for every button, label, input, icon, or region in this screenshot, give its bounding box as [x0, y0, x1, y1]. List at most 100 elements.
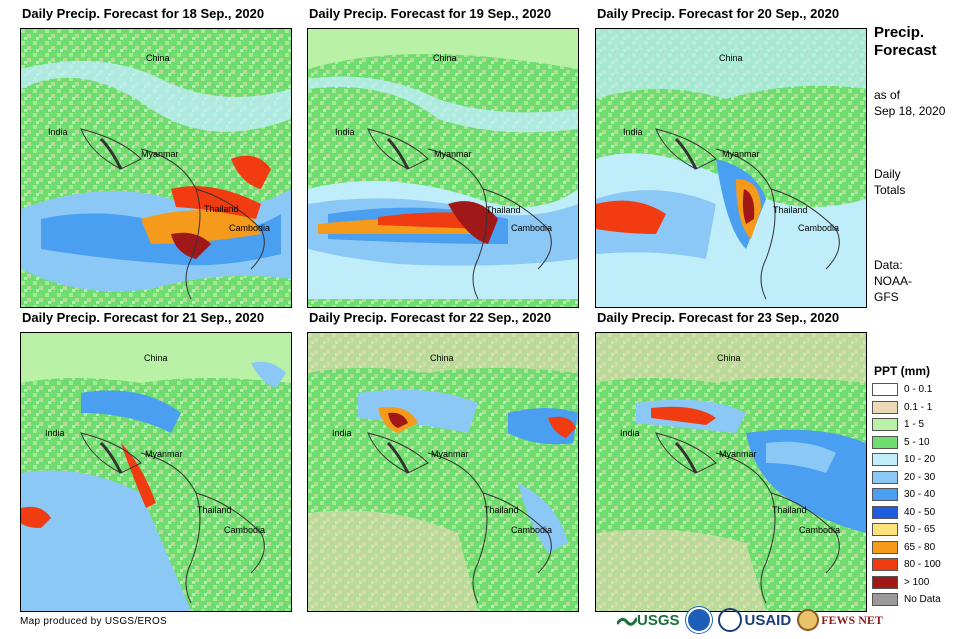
legend-swatch: [872, 400, 898, 414]
label-india: India: [620, 428, 640, 438]
panel-title: Daily Precip. Forecast for 21 Sep., 2020: [22, 310, 265, 325]
legend-label: 30 - 40: [904, 489, 936, 501]
label-china: China: [146, 53, 170, 63]
label-myanmar: Myanmar: [434, 149, 472, 159]
label-china: China: [717, 353, 741, 363]
precip-map: China India Myanmar Thailand Cambodia: [307, 28, 579, 308]
legend-title: PPT (mm): [874, 364, 931, 378]
legend-swatch: [872, 453, 898, 467]
legend-label: 0 - 0.1: [904, 384, 933, 396]
label-myanmar: Myanmar: [722, 149, 760, 159]
usaid-logo-text: USAID: [744, 611, 792, 629]
sidebar-asof: as of Sep 18, 2020: [874, 87, 945, 119]
legend-row: 1 - 5: [872, 416, 941, 434]
legend-row: 20 - 30: [872, 469, 941, 487]
fewsnet-logo: FEWS NET: [797, 609, 883, 631]
legend-swatch: [872, 540, 898, 554]
forecast-panel-18: Daily Precip. Forecast for 18 Sep., 2020…: [20, 6, 310, 308]
label-cambodia: Cambodia: [229, 223, 271, 233]
legend-swatch: [872, 558, 898, 572]
forecast-panel-23: Daily Precip. Forecast for 23 Sep., 2020…: [595, 310, 885, 612]
legend-row: > 100: [872, 574, 941, 592]
legend-label: No Data: [904, 594, 941, 606]
legend-row: 0 - 0.1: [872, 381, 941, 399]
legend-row: 10 - 20: [872, 451, 941, 469]
usgs-logo-text: USGS: [637, 611, 680, 629]
label-thailand: Thailand: [486, 205, 521, 215]
precip-map: China India Myanmar Thailand Cambodia: [307, 332, 579, 612]
legend-row: 0.1 - 1: [872, 399, 941, 417]
data-line3: GFS: [874, 290, 899, 304]
legend: 0 - 0.1 0.1 - 1 1 - 5 5 - 10 10 - 20 20 - 30 3…: [872, 381, 941, 609]
panel-title: Daily Precip. Forecast for 18 Sep., 2020: [22, 6, 265, 21]
label-india: India: [623, 127, 643, 137]
label-india: India: [48, 127, 68, 137]
data-line2: NOAA-: [874, 274, 913, 288]
legend-row: No Data: [872, 591, 941, 609]
legend-swatch: [872, 523, 898, 537]
usaid-seal-icon: [717, 608, 742, 632]
precip-map: China India Myanmar Thailand Cambodia: [595, 332, 867, 612]
totals-line2: Totals: [874, 183, 906, 197]
legend-swatch: [872, 575, 898, 589]
precip-map: China India Myanmar Thailand Cambodia: [20, 28, 292, 308]
fewsnet-globe-icon: [797, 609, 820, 631]
legend-swatch: [872, 470, 898, 484]
label-china: China: [719, 53, 743, 63]
label-thailand: Thailand: [484, 505, 519, 515]
legend-swatch: [872, 593, 898, 607]
legend-label: > 100: [904, 576, 930, 588]
usgs-wave-icon: [617, 617, 637, 626]
forecast-panel-21: Daily Precip. Forecast for 21 Sep., 2020…: [20, 310, 310, 612]
forecast-panel-19: Daily Precip. Forecast for 19 Sep., 2020…: [307, 6, 597, 308]
panel-title: Daily Precip. Forecast for 22 Sep., 2020: [309, 310, 552, 325]
sidebar-title-line1: Precip.: [874, 24, 925, 41]
totals-line1: Daily: [874, 167, 901, 181]
legend-label: 65 - 80: [904, 541, 936, 553]
label-china: China: [430, 353, 454, 363]
legend-label: 40 - 50: [904, 506, 936, 518]
sidebar-title-line2: Forecast: [874, 42, 937, 59]
forecast-panel-20: Daily Precip. Forecast for 20 Sep., 2020…: [595, 6, 885, 308]
legend-swatch: [872, 418, 898, 432]
logo-strip: USGS USAID FEWS NET: [617, 607, 883, 633]
legend-swatch: [872, 435, 898, 449]
legend-label: 5 - 10: [904, 436, 930, 448]
legend-row: 65 - 80: [872, 539, 941, 557]
label-thailand: Thailand: [204, 204, 239, 214]
label-cambodia: Cambodia: [799, 525, 841, 535]
asof-line2: Sep 18, 2020: [874, 104, 946, 118]
legend-row: 80 - 100: [872, 556, 941, 574]
label-thailand: Thailand: [773, 205, 808, 215]
label-cambodia: Cambodia: [511, 525, 553, 535]
precip-map: China India Myanmar Thailand Cambodia: [595, 28, 867, 308]
sidebar-data-source: Data: NOAA- GFS: [874, 257, 912, 305]
panel-title: Daily Precip. Forecast for 20 Sep., 2020: [597, 6, 840, 21]
legend-label: 80 - 100: [904, 559, 941, 571]
sidebar-totals: Daily Totals: [874, 166, 905, 198]
label-cambodia: Cambodia: [224, 525, 266, 535]
forecast-panel-22: Daily Precip. Forecast for 22 Sep., 2020…: [307, 310, 597, 612]
legend-label: 0.1 - 1: [904, 401, 933, 413]
label-india: India: [335, 127, 355, 137]
legend-swatch: [872, 488, 898, 502]
sidebar-title: Precip. Forecast: [874, 24, 937, 60]
label-india: India: [45, 428, 65, 438]
legend-row: 40 - 50: [872, 504, 941, 522]
legend-row: 50 - 65: [872, 521, 941, 539]
label-china: China: [144, 353, 168, 363]
usgs-logo: USGS: [617, 612, 680, 629]
panel-title: Daily Precip. Forecast for 23 Sep., 2020: [597, 310, 840, 325]
label-myanmar: Myanmar: [141, 149, 179, 159]
legend-label: 1 - 5: [904, 419, 925, 431]
legend-label: 50 - 65: [904, 524, 936, 536]
label-myanmar: Myanmar: [719, 449, 757, 459]
label-cambodia: Cambodia: [798, 223, 840, 233]
legend-label: 10 - 20: [904, 454, 936, 466]
label-india: India: [332, 428, 352, 438]
legend-row: 30 - 40: [872, 486, 941, 504]
asof-line1: as of: [874, 88, 901, 102]
label-cambodia: Cambodia: [511, 223, 553, 233]
legend-label: 20 - 30: [904, 471, 936, 483]
label-myanmar: Myanmar: [431, 449, 469, 459]
